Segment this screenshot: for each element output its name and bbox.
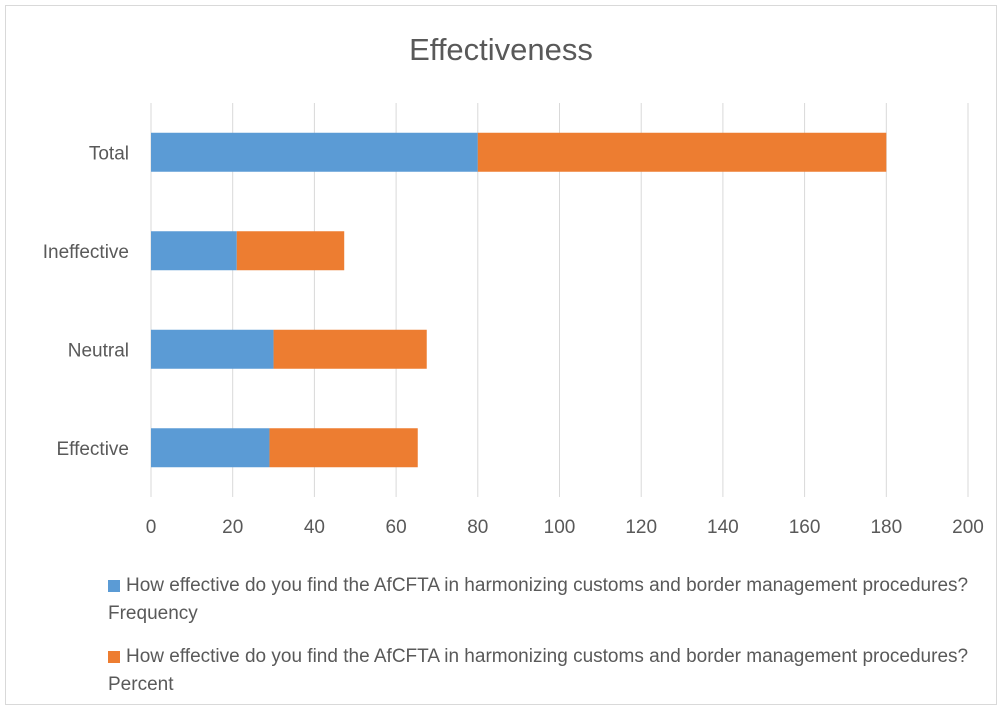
bar-neutral-series-1 — [273, 329, 427, 369]
y-tick-label: Effective — [56, 439, 129, 460]
y-tick-label: Ineffective — [43, 242, 129, 263]
x-tick-label: 180 — [870, 517, 902, 538]
x-tick-label: 80 — [467, 517, 488, 538]
y-tick-label: Neutral — [68, 340, 129, 361]
bar-total-series-0 — [151, 132, 478, 172]
x-tick-labels: 0 20 40 60 80 100 120 140 160 180 200 — [146, 517, 984, 538]
chart-plot: 0 20 40 60 80 100 120 140 160 180 200 Effective Neu… — [43, 103, 984, 538]
x-tick-label: 140 — [707, 517, 739, 538]
bar-ineffective-series-1 — [236, 231, 345, 271]
x-tick-label: 20 — [222, 517, 243, 538]
bar-neutral-series-0 — [151, 329, 274, 369]
y-tick-labels: Effective Neutral Ineffective Total — [43, 143, 129, 460]
x-tick-label: 60 — [386, 517, 407, 538]
chart-title: Effectiveness — [409, 32, 593, 67]
x-tick-label: 120 — [625, 517, 657, 538]
bar-total-series-1 — [477, 132, 887, 172]
x-tick-label: 40 — [304, 517, 325, 538]
bar-effective-series-1 — [269, 428, 418, 468]
bars — [151, 132, 887, 468]
bar-effective-series-0 — [151, 428, 270, 468]
bar-ineffective-series-0 — [151, 231, 237, 271]
x-tick-label: 100 — [544, 517, 576, 538]
x-tick-label: 0 — [146, 517, 157, 538]
y-tick-label: Total — [89, 143, 129, 164]
x-tick-label: 200 — [952, 517, 984, 538]
x-tick-label: 160 — [789, 517, 821, 538]
